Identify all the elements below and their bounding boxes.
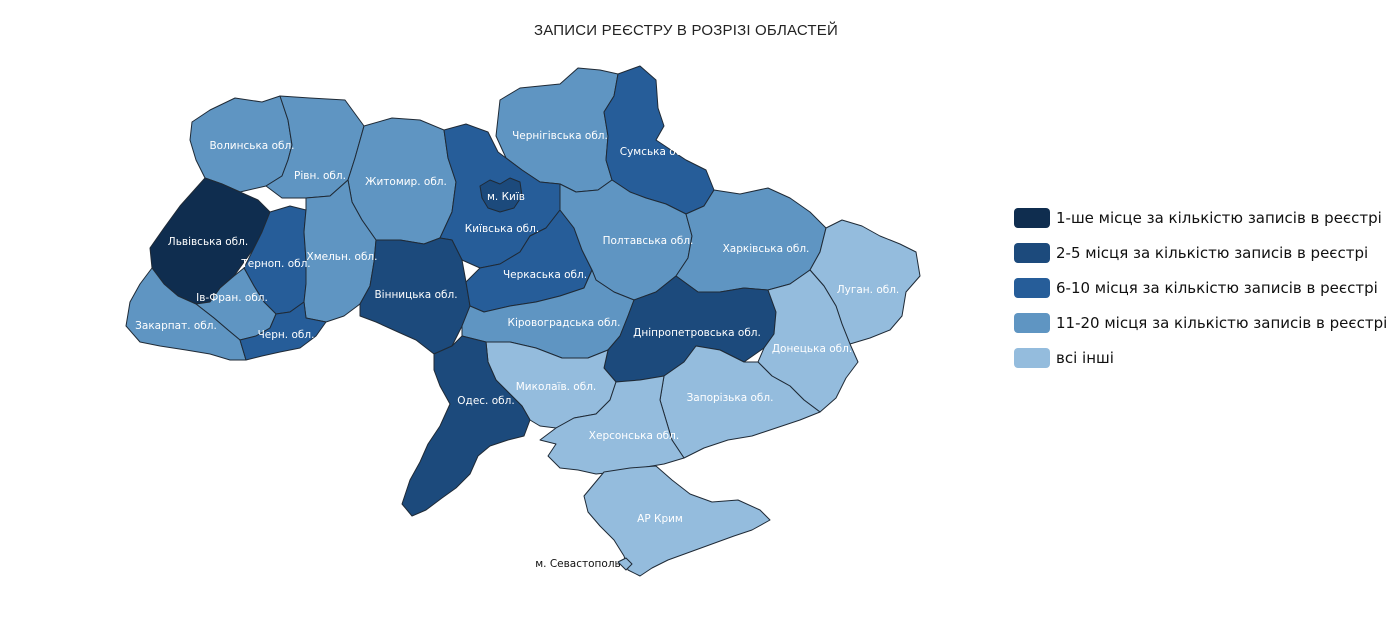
region-label-kherson: Херсонська обл. bbox=[589, 430, 679, 442]
region-label-kirovohrad: Кіровоградська обл. bbox=[508, 317, 621, 329]
region-donetsk[interactable] bbox=[757, 269, 859, 413]
region-label-vinnytsia: Вінницька обл. bbox=[374, 289, 457, 301]
region-crimea[interactable] bbox=[583, 465, 771, 577]
legend-label: 2-5 місця за кількістю записів в реєстрі bbox=[1056, 244, 1369, 262]
region-label-mykolaiv: Миколаїв. обл. bbox=[516, 381, 597, 393]
region-label-sumy: Сумська обл. bbox=[620, 146, 693, 158]
legend-label: 11-20 місця за кількістю записів в реєст… bbox=[1056, 314, 1388, 332]
region-kherson[interactable] bbox=[539, 375, 685, 475]
region-label-dnipropetrovsk: Дніпропетровська обл. bbox=[633, 327, 761, 339]
legend-swatch-others bbox=[1014, 348, 1050, 368]
region-label-kyiv-obl: Київська обл. bbox=[465, 223, 539, 235]
legend-item-rank6-10[interactable]: 6-10 місця за кількістю записів в реєстр… bbox=[1014, 276, 1400, 300]
legend-label: 6-10 місця за кількістю записів в реєстр… bbox=[1056, 279, 1378, 297]
region-kyiv-city[interactable] bbox=[479, 177, 523, 213]
region-sevastopol[interactable] bbox=[617, 557, 633, 571]
region-label-ivano-frankivsk: Ів-Фран. обл. bbox=[196, 292, 268, 304]
legend-swatch-rank11-20 bbox=[1014, 313, 1050, 333]
region-chernivtsi[interactable] bbox=[239, 301, 327, 361]
legend-item-rank11-20[interactable]: 11-20 місця за кількістю записів в реєст… bbox=[1014, 311, 1400, 335]
region-label-poltava: Полтавська обл. bbox=[603, 235, 694, 247]
legend-item-rank1[interactable]: 1-ше місце за кількістю записів в реєстр… bbox=[1014, 206, 1400, 230]
region-label-rivne: Рівн. обл. bbox=[294, 170, 346, 182]
legend-item-others[interactable]: всі інші bbox=[1014, 346, 1400, 370]
region-label-khmelnytskyi: Хмельн. обл. bbox=[307, 251, 378, 263]
region-label-cherkasy: Черкаська обл. bbox=[503, 269, 587, 281]
region-odesa[interactable] bbox=[401, 335, 531, 517]
region-label-donetsk: Донецька обл. bbox=[772, 343, 852, 355]
region-label-zhytomyr: Житомир. обл. bbox=[365, 176, 447, 188]
region-label-kharkiv: Харківська обл. bbox=[723, 243, 810, 255]
region-label-lviv: Львівська обл. bbox=[168, 236, 248, 248]
region-label-crimea: АР Крим bbox=[637, 513, 683, 525]
legend-swatch-rank1 bbox=[1014, 208, 1050, 228]
region-label-chernivtsi: Черн. обл. bbox=[258, 329, 315, 341]
region-label-kyiv-city: м. Київ bbox=[487, 191, 525, 203]
legend-label: всі інші bbox=[1056, 349, 1114, 367]
region-label-luhansk: Луган. обл. bbox=[837, 284, 900, 296]
region-label-odesa: Одес. обл. bbox=[457, 395, 514, 407]
map-legend: 1-ше місце за кількістю записів в реєстр… bbox=[1014, 206, 1400, 381]
ukraine-map: Волинська обл. Рівн. обл. Житомир. обл. … bbox=[125, 65, 921, 577]
page-title: ЗАПИСИ РЕЄСТРУ В РОЗРІЗІ ОБЛАСТЕЙ bbox=[534, 22, 838, 39]
region-label-volyn: Волинська обл. bbox=[209, 140, 294, 152]
region-label-zaporizhzhia: Запорізька обл. bbox=[687, 392, 774, 404]
legend-item-rank2-5[interactable]: 2-5 місця за кількістю записів в реєстрі bbox=[1014, 241, 1400, 265]
legend-swatch-rank6-10 bbox=[1014, 278, 1050, 298]
legend-swatch-rank2-5 bbox=[1014, 243, 1050, 263]
region-label-ternopil: Терноп. обл. bbox=[240, 258, 310, 270]
region-label-sevastopol: м. Севастополь bbox=[535, 558, 621, 570]
region-khmelnytskyi[interactable] bbox=[303, 179, 377, 323]
region-label-zakarpattia: Закарпат. обл. bbox=[135, 320, 217, 332]
legend-label: 1-ше місце за кількістю записів в реєстр… bbox=[1056, 209, 1382, 227]
region-label-chernihiv: Чернігівська обл. bbox=[512, 130, 608, 142]
